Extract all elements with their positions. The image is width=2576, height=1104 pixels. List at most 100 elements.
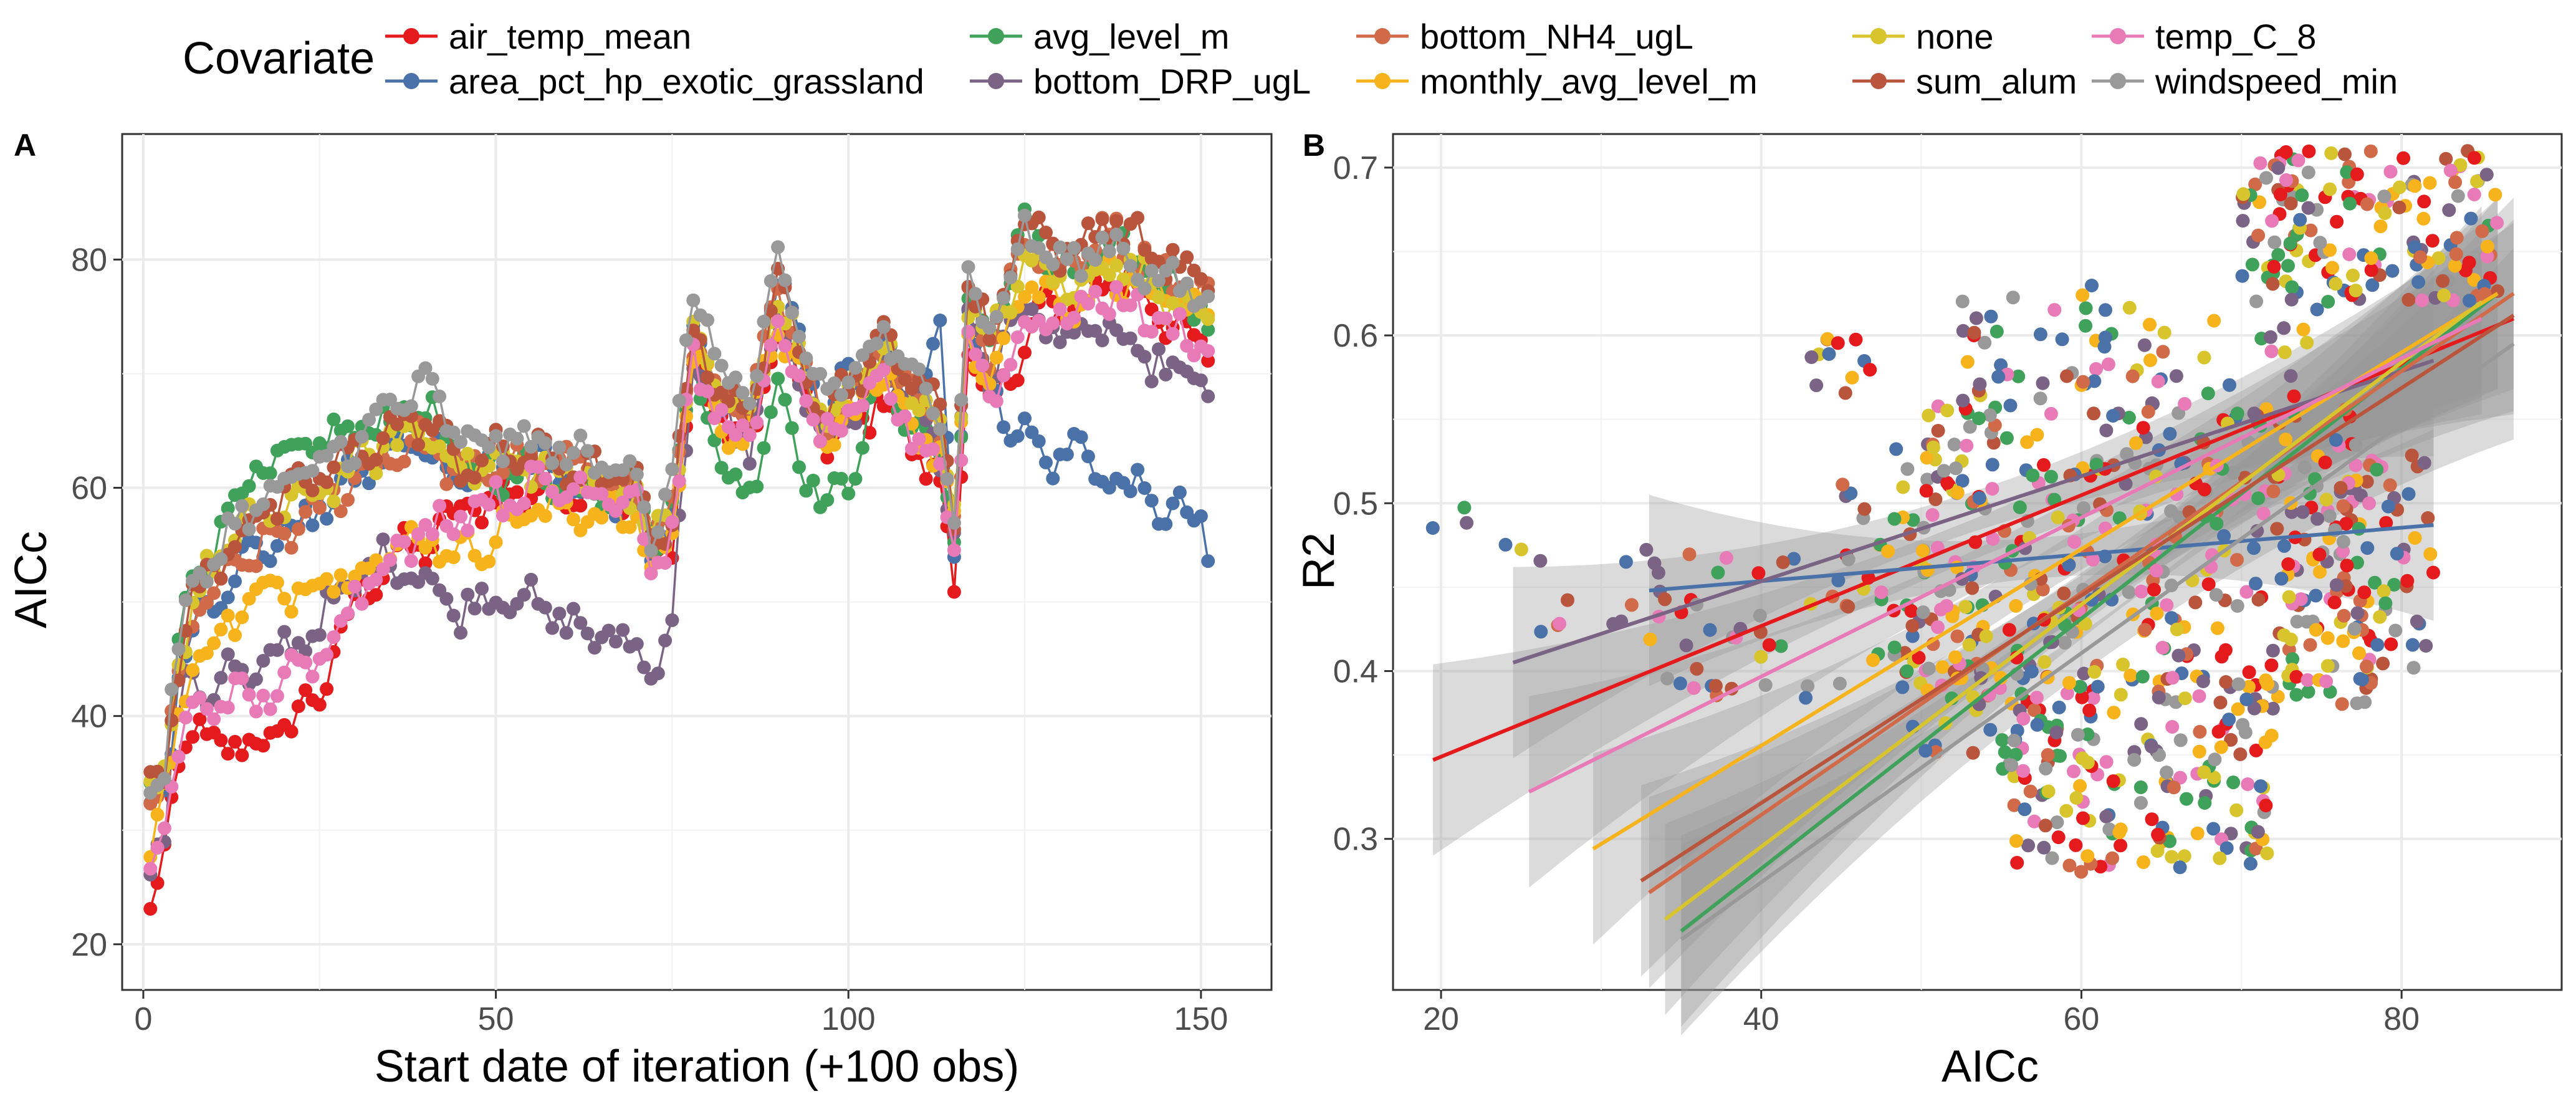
scatter-point-temp-c-8 xyxy=(2178,396,2192,411)
series-point-bottom-drp-ugl xyxy=(1137,350,1152,364)
scatter-point-bottom-drp-ugl xyxy=(2266,643,2280,658)
scatter-point-air-temp-mean xyxy=(2350,167,2364,181)
series-point-sum-alum xyxy=(467,471,482,485)
fit-line-area-pct-hp-exotic-grassland xyxy=(1649,523,2434,593)
series-point-air-temp-mean xyxy=(214,733,228,747)
series-point-bottom-drp-ugl xyxy=(552,607,567,621)
scatter-point-temp-c-8 xyxy=(1931,620,1945,635)
scatter-point-air-temp-mean xyxy=(2339,517,2353,531)
scatter-point-monthly-avg-level-m xyxy=(2124,668,2138,683)
scatter-point-sum-alum xyxy=(2436,274,2450,288)
series-point-bottom-drp-ugl xyxy=(573,616,588,630)
series-point-avg-level-m xyxy=(785,421,799,435)
scatter-point-temp-c-8 xyxy=(2349,458,2363,473)
scatter-point-monthly-avg-level-m xyxy=(2190,826,2205,840)
series-point-monthly-avg-level-m xyxy=(567,512,580,527)
series-point-air-temp-mean xyxy=(418,556,433,570)
series-point-temp-c-8 xyxy=(672,474,686,488)
legend-dot-temp-c-8 xyxy=(2110,28,2126,44)
scatter-point-sum-alum xyxy=(2251,593,2266,607)
series-point-avg-level-m xyxy=(855,441,869,455)
scatter-point-air-temp-mean xyxy=(1863,363,1877,377)
panel-tag-a: A xyxy=(14,128,36,163)
series-point-sum-alum xyxy=(905,382,919,396)
series-point-windspeed-min xyxy=(199,575,214,589)
series-point-sum-alum xyxy=(701,370,714,385)
panel-b-x-title: AICc xyxy=(1942,1042,2039,1092)
scatter-point-windspeed-min xyxy=(2290,615,2304,629)
scatter-point-none xyxy=(2346,268,2360,282)
scatter-point-avg-level-m xyxy=(2080,727,2095,741)
scatter-point-bottom-nh4-ugl xyxy=(2036,582,2050,597)
scatter-point-temp-c-8 xyxy=(2241,777,2255,791)
scatter-point-temp-c-8 xyxy=(2279,173,2293,187)
scatter-point-monthly-avg-level-m xyxy=(2279,433,2293,446)
series-point-sum-alum xyxy=(228,540,242,554)
scatter-point-air-temp-mean xyxy=(2396,151,2411,165)
series-point-monthly-avg-level-m xyxy=(235,610,249,625)
scatter-point-air-temp-mean xyxy=(2340,559,2354,573)
series-point-temp-c-8 xyxy=(433,499,447,513)
series-point-sum-alum xyxy=(320,475,334,489)
scatter-point-windspeed-min xyxy=(2451,189,2465,203)
series-point-temp-c-8 xyxy=(750,415,764,430)
scatter-point-area-pct-hp-exotic-grassland xyxy=(2062,558,2076,572)
series-point-windspeed-min xyxy=(637,500,651,514)
series-point-temp-c-8 xyxy=(538,471,552,486)
scatter-point-monthly-avg-level-m xyxy=(2231,702,2245,716)
scatter-point-area-pct-hp-exotic-grassland xyxy=(1831,574,1846,588)
x-tick-label: 80 xyxy=(2383,1001,2420,1037)
series-point-temp-c-8 xyxy=(489,475,503,489)
scatter-point-bottom-drp-ugl xyxy=(2410,614,2424,628)
series-point-none xyxy=(433,439,447,453)
scatter-point-sum-alum xyxy=(2284,196,2298,211)
scatter-point-temp-c-8 xyxy=(1985,482,1999,496)
scatter-point-air-temp-mean xyxy=(1849,332,1863,347)
series-point-windspeed-min xyxy=(1152,274,1166,288)
scatter-point-air-temp-mean xyxy=(2114,838,2128,853)
scatter-point-monthly-avg-level-m xyxy=(1960,355,1975,369)
series-point-air-temp-mean xyxy=(235,748,249,762)
scatter-point-air-temp-mean xyxy=(2417,194,2431,209)
series-point-bottom-nh4-ugl xyxy=(299,505,313,519)
series-point-monthly-avg-level-m xyxy=(207,636,221,650)
scatter-point-air-temp-mean xyxy=(2384,637,2398,651)
series-point-avg-level-m xyxy=(750,479,764,494)
scatter-point-none xyxy=(2177,849,2191,863)
scatter-point-air-temp-mean xyxy=(2076,811,2090,825)
scatter-point-air-temp-mean xyxy=(2267,259,2281,274)
scatter-point-temp-c-8 xyxy=(1986,532,2000,546)
series-point-temp-c-8 xyxy=(834,424,848,438)
scatter-point-air-temp-mean xyxy=(1912,650,1926,665)
series-point-temp-c-8 xyxy=(665,515,679,529)
series-point-windspeed-min xyxy=(714,358,729,373)
series-point-bottom-drp-ugl xyxy=(580,626,595,641)
scatter-point-air-temp-mean xyxy=(2264,658,2279,673)
series-point-area-pct-hp-exotic-grassland xyxy=(263,554,277,569)
series-point-monthly-avg-level-m xyxy=(221,608,235,623)
series-point-bottom-drp-ugl xyxy=(439,592,454,606)
scatter-point-air-temp-mean xyxy=(2075,690,2089,704)
scatter-point-windspeed-min xyxy=(2236,718,2250,732)
series-point-sum-alum xyxy=(764,304,778,318)
scatter-point-none xyxy=(2037,655,2052,669)
scatter-point-windspeed-min xyxy=(2226,466,2241,480)
scatter-point-monthly-avg-level-m xyxy=(2423,176,2437,190)
series-point-air-temp-mean xyxy=(143,901,158,916)
scatter-point-area-pct-hp-exotic-grassland xyxy=(2247,541,2261,555)
scatter-point-bottom-nh4-ugl xyxy=(2363,144,2378,158)
series-point-temp-c-8 xyxy=(1159,311,1173,325)
scatter-point-area-pct-hp-exotic-grassland xyxy=(2222,713,2236,727)
scatter-point-windspeed-min xyxy=(2249,294,2264,309)
series-point-sum-alum xyxy=(270,512,284,526)
series-point-windspeed-min xyxy=(362,413,376,427)
scatter-point-windspeed-min xyxy=(2127,752,2142,767)
scatter-point-sum-alum xyxy=(1841,600,1855,614)
scatter-point-temp-c-8 xyxy=(2291,153,2305,168)
scatter-point-avg-level-m xyxy=(2079,301,2093,315)
series-point-sum-alum xyxy=(524,450,539,464)
series-point-sum-alum xyxy=(327,460,341,474)
series-point-temp-c-8 xyxy=(884,391,898,406)
scatter-point-bottom-drp-ugl xyxy=(2134,717,2148,731)
series-point-avg-level-m xyxy=(792,460,806,474)
